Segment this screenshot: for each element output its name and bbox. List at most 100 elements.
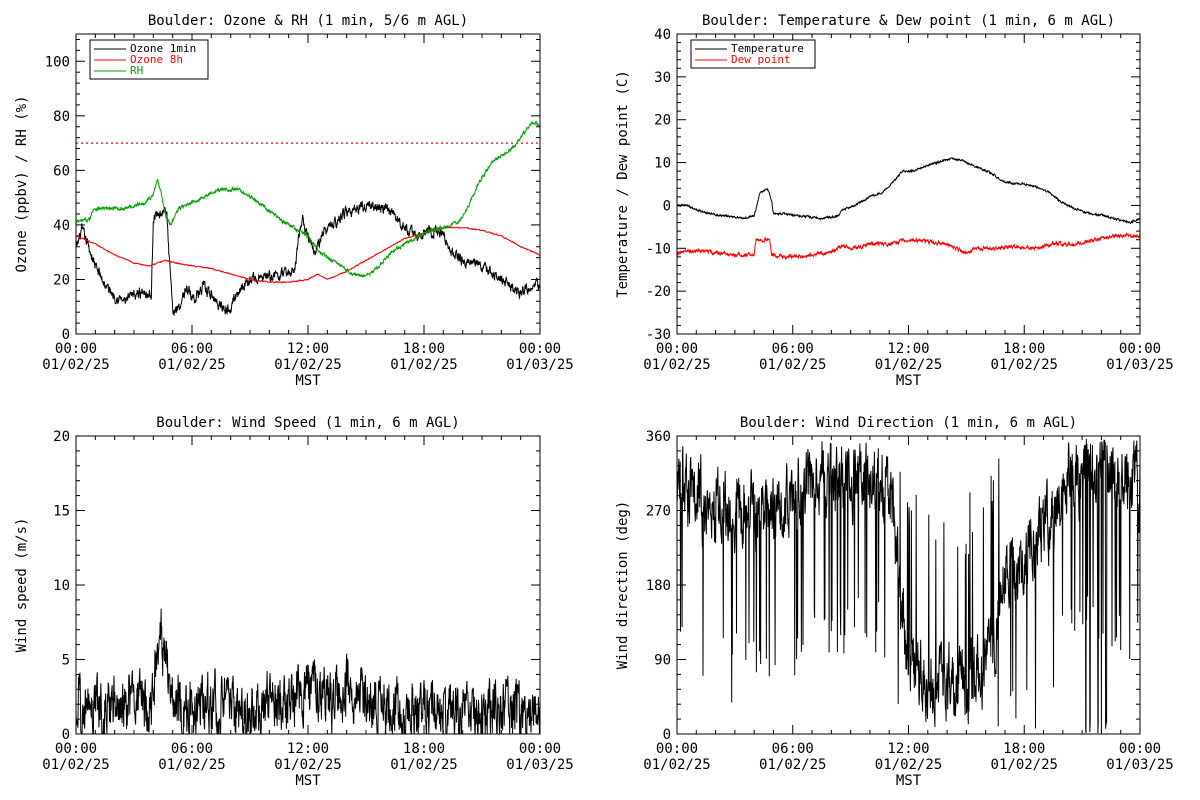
- plot-area: [76, 608, 540, 734]
- series-line-1: [677, 438, 1140, 734]
- legend-label: Ozone 8h: [130, 53, 183, 66]
- y-tick-label: 20: [53, 272, 70, 288]
- y-tick-label: 40: [654, 27, 671, 43]
- x-tick-time: 06:00: [171, 341, 213, 357]
- legend-label: Dew point: [731, 53, 791, 66]
- x-tick-date: 01/02/25: [158, 757, 225, 773]
- legend-label: RH: [130, 64, 143, 77]
- x-tick-date: 01/02/25: [42, 357, 109, 373]
- y-tick-label: 20: [53, 429, 70, 445]
- x-tick-date: 01/02/25: [875, 757, 942, 773]
- x-tick-time: 00:00: [55, 741, 97, 757]
- series-line-3: [76, 120, 540, 278]
- x-tick-time: 06:00: [772, 341, 814, 357]
- y-tick-label: 15: [53, 504, 70, 520]
- y-tick-label: -20: [646, 284, 671, 300]
- x-tick-date: 01/02/25: [274, 357, 341, 373]
- x-axis-label: MST: [896, 373, 922, 389]
- y-tick-label: 0: [62, 327, 70, 343]
- x-tick-time: 12:00: [287, 341, 329, 357]
- x-axis-label: MST: [295, 773, 321, 789]
- series-line-1: [76, 200, 540, 316]
- x-axis-label: MST: [295, 373, 321, 389]
- chart-panel-3: Boulder: Wind Speed (1 min, 6 m AGL) 0 5 10…: [14, 415, 574, 789]
- x-tick-date: 01/03/25: [1106, 357, 1173, 373]
- x-tick-date: 01/02/25: [991, 357, 1058, 373]
- y-axis-label: Temperature / Dew point (C): [615, 70, 631, 298]
- series-line-2: [677, 232, 1140, 261]
- y-tick-label: 10: [654, 156, 671, 172]
- x-tick-time: 12:00: [887, 741, 929, 757]
- plot-area: [677, 157, 1140, 261]
- x-tick-time: 18:00: [1003, 741, 1045, 757]
- x-tick-date: 01/03/25: [506, 357, 573, 373]
- y-axis-label: Ozone (ppbv) / RH (%): [14, 95, 30, 272]
- y-tick-label: 360: [646, 429, 671, 445]
- x-tick-date: 01/02/25: [643, 357, 710, 373]
- x-tick-date: 01/02/25: [759, 757, 826, 773]
- x-tick-date: 01/03/25: [1106, 757, 1173, 773]
- x-tick-date: 01/03/25: [506, 757, 573, 773]
- chart-title: Boulder: Wind Direction (1 min, 6 m AGL): [740, 415, 1077, 431]
- x-tick-date: 01/02/25: [643, 757, 710, 773]
- x-tick-time: 00:00: [55, 341, 97, 357]
- plot-frame: [75, 435, 541, 735]
- x-tick-time: 06:00: [171, 741, 213, 757]
- y-tick-label: 0: [663, 198, 671, 214]
- x-tick-date: 01/02/25: [42, 757, 109, 773]
- x-tick-time: 00:00: [656, 341, 698, 357]
- y-tick-label: 180: [646, 578, 671, 594]
- y-tick-label: 40: [53, 218, 70, 234]
- x-tick-time: 18:00: [1003, 341, 1045, 357]
- x-tick-time: 00:00: [1119, 741, 1161, 757]
- y-tick-label: 90: [654, 653, 671, 669]
- chart-panel-2: Boulder: Temperature & Dew point (1 min,…: [615, 13, 1174, 389]
- x-tick-date: 01/02/25: [390, 757, 457, 773]
- chart-title: Boulder: Wind Speed (1 min, 6 m AGL): [156, 415, 459, 431]
- legend-box: [690, 39, 816, 69]
- y-axis-label: Wind direction (deg): [615, 501, 631, 670]
- x-tick-time: 12:00: [287, 741, 329, 757]
- y-tick-label: 270: [646, 504, 671, 520]
- x-tick-date: 01/02/25: [759, 357, 826, 373]
- plot-area: [677, 438, 1140, 734]
- legend-label: Temperature: [731, 42, 804, 55]
- series-line-1: [677, 157, 1140, 225]
- y-tick-label: 0: [62, 727, 70, 743]
- y-tick-label: 0: [663, 727, 671, 743]
- x-tick-date: 01/02/25: [991, 757, 1058, 773]
- chart-panel-1: Boulder: Ozone & RH (1 min, 5/6 m AGL) 0 2…: [14, 13, 574, 389]
- x-tick-time: 18:00: [403, 341, 445, 357]
- x-tick-time: 18:00: [403, 741, 445, 757]
- chart-panel-4: Boulder: Wind Direction (1 min, 6 m AGL)…: [615, 415, 1174, 789]
- plot-frame: [676, 435, 1141, 735]
- series-line-2: [76, 226, 540, 284]
- y-tick-label: 60: [53, 163, 70, 179]
- y-tick-label: -10: [646, 241, 671, 257]
- legend-label: Ozone 1min: [130, 42, 196, 55]
- x-axis-label: MST: [896, 773, 922, 789]
- x-tick-time: 12:00: [887, 341, 929, 357]
- series-line-1: [76, 608, 540, 734]
- x-tick-time: 00:00: [656, 741, 698, 757]
- chart-title: Boulder: Ozone & RH (1 min, 5/6 m AGL): [148, 13, 468, 29]
- x-tick-date: 01/02/25: [274, 757, 341, 773]
- y-tick-label: 80: [53, 109, 70, 125]
- y-tick-label: 30: [654, 70, 671, 86]
- x-tick-date: 01/02/25: [390, 357, 457, 373]
- chart-title: Boulder: Temperature & Dew point (1 min,…: [702, 13, 1115, 29]
- x-tick-time: 06:00: [772, 741, 814, 757]
- plot-area: [76, 120, 540, 316]
- y-tick-label: 20: [654, 113, 671, 129]
- x-tick-time: 00:00: [519, 341, 561, 357]
- x-tick-date: 01/02/25: [158, 357, 225, 373]
- y-tick-label: 5: [62, 653, 70, 669]
- plot-frame: [676, 33, 1141, 335]
- plot-frame: [75, 33, 541, 335]
- x-tick-time: 00:00: [1119, 341, 1161, 357]
- x-tick-time: 00:00: [519, 741, 561, 757]
- x-tick-date: 01/02/25: [875, 357, 942, 373]
- y-tick-label: 100: [45, 54, 70, 70]
- y-tick-label: -30: [646, 327, 671, 343]
